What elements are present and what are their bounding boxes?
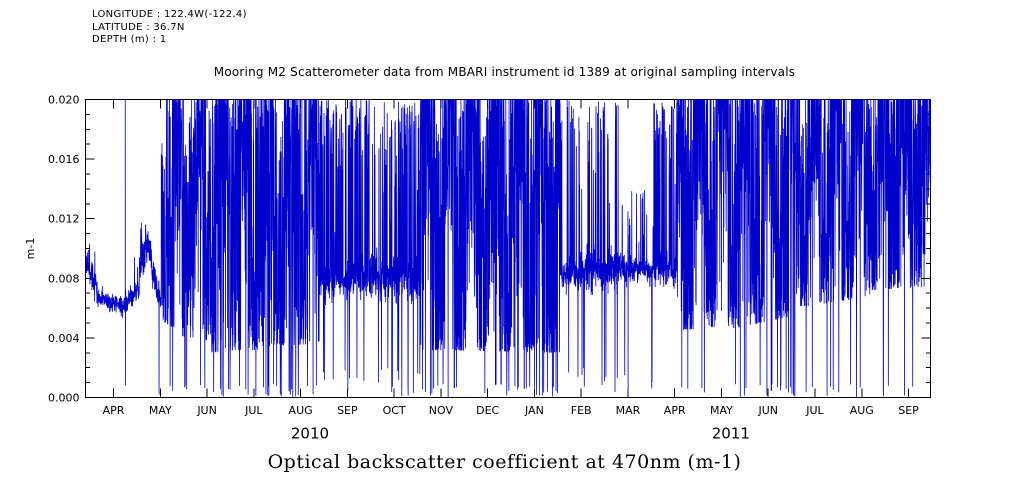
y-tick-label: 0.012	[48, 213, 80, 226]
depth-label: DEPTH (m) : 1	[92, 34, 167, 45]
longitude-label: LONGITUDE : 122.4W(-122.4)	[92, 9, 247, 20]
plot-title: Mooring M2 Scatterometer data from MBARI…	[213, 65, 796, 79]
x-tick-label: AUG	[850, 404, 874, 417]
x-tick-label: JUL	[244, 404, 263, 417]
x-tick-label: JUN	[196, 404, 217, 417]
x-tick-label: JUN	[757, 404, 778, 417]
y-tick-label: 0.020	[48, 94, 80, 107]
data-series	[85, 98, 931, 398]
y-tick-label: 0.000	[48, 392, 80, 405]
year-label: 2010	[291, 425, 329, 443]
x-tick-label: JAN	[524, 404, 544, 417]
y-axis-label: m-1	[24, 238, 37, 260]
x-tick-label: AUG	[289, 404, 313, 417]
latitude-label: LATITUDE : 36.7N	[92, 21, 185, 33]
x-tick-label: OCT	[383, 404, 406, 417]
x-tick-label: FEB	[571, 404, 592, 417]
x-tick-label: SEP	[337, 404, 358, 417]
x-tick-label: MAY	[710, 404, 733, 417]
x-tick-label: APR	[103, 404, 125, 417]
axis-labels: 0.000 0.004 0.008 0.012 0.016 0.020 APR MAY JUN J…	[24, 94, 919, 443]
x-tick-label: JUL	[805, 404, 824, 417]
x-tick-label: MAR	[616, 404, 641, 417]
y-tick-label: 0.016	[48, 153, 80, 166]
x-tick-label: APR	[664, 404, 686, 417]
x-tick-label: SEP	[898, 404, 919, 417]
x-tick-label: DEC	[476, 404, 499, 417]
x-tick-label: NOV	[429, 404, 454, 417]
header-info: LONGITUDE : 122.4W(-122.4) LATITUDE : 36…	[92, 9, 247, 47]
year-label: 2011	[712, 425, 750, 443]
x-tick-label: MAY	[149, 404, 172, 417]
y-tick-label: 0.008	[48, 272, 80, 285]
y-tick-label: 0.004	[48, 332, 80, 345]
x-axis-caption: Optical backscatter coefficient at 470nm…	[267, 451, 742, 473]
